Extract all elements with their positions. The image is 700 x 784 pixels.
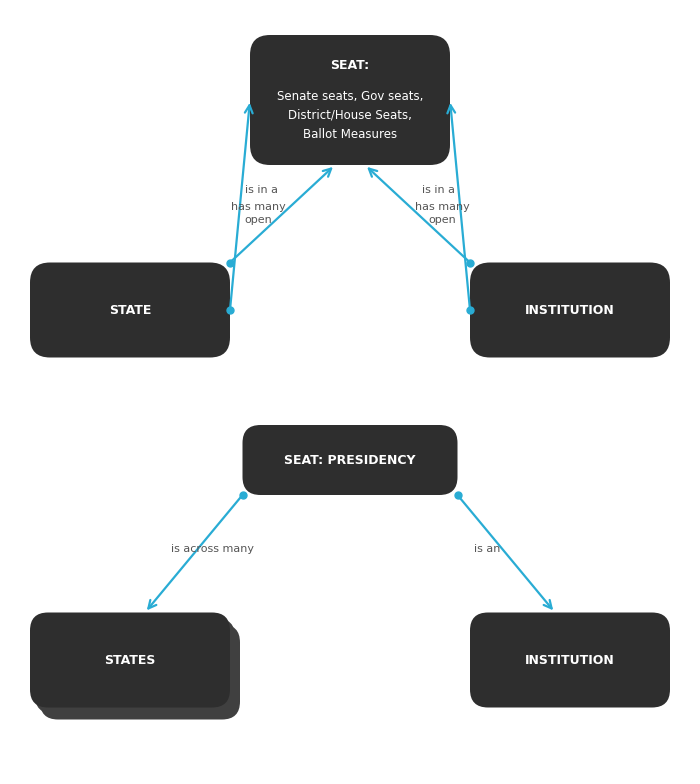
Text: STATE: STATE xyxy=(108,303,151,317)
Text: is across many: is across many xyxy=(171,544,254,554)
Text: INSTITUTION: INSTITUTION xyxy=(525,654,615,666)
FancyBboxPatch shape xyxy=(242,425,458,495)
Text: SEAT:: SEAT: xyxy=(330,59,370,71)
Text: INSTITUTION: INSTITUTION xyxy=(525,303,615,317)
Text: is an: is an xyxy=(475,544,500,554)
FancyBboxPatch shape xyxy=(250,35,450,165)
FancyBboxPatch shape xyxy=(35,619,235,713)
FancyBboxPatch shape xyxy=(40,625,240,720)
Text: has many
open: has many open xyxy=(414,202,470,225)
Text: has many
open: has many open xyxy=(230,202,286,225)
Text: Senate seats, Gov seats,
District/House Seats,
Ballot Measures: Senate seats, Gov seats, District/House … xyxy=(276,89,424,140)
FancyBboxPatch shape xyxy=(470,263,670,358)
Text: is in a: is in a xyxy=(422,185,455,195)
Text: SEAT: PRESIDENCY: SEAT: PRESIDENCY xyxy=(284,453,416,466)
Text: is in a: is in a xyxy=(245,185,278,195)
FancyBboxPatch shape xyxy=(30,612,230,707)
FancyBboxPatch shape xyxy=(30,263,230,358)
FancyBboxPatch shape xyxy=(470,612,670,707)
Text: STATES: STATES xyxy=(104,654,155,666)
